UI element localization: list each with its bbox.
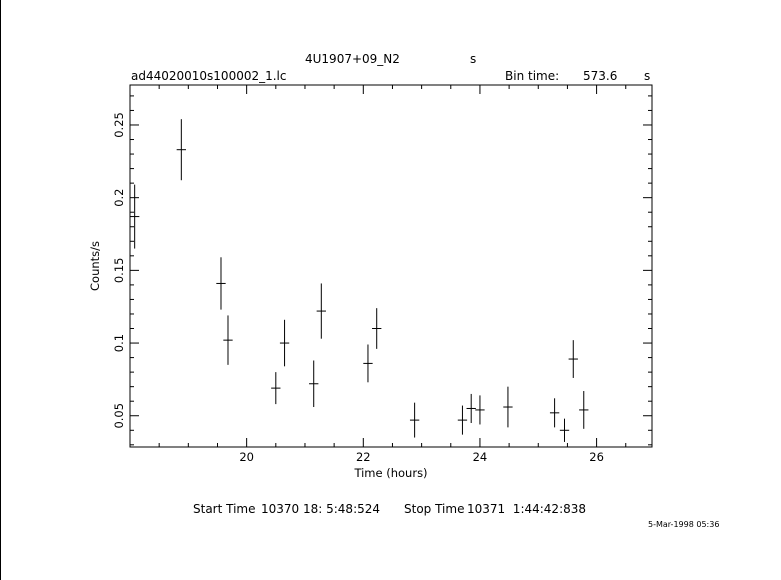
bin-time-value: 573.6 xyxy=(583,69,618,83)
plot-frame xyxy=(129,84,653,448)
data-point xyxy=(475,395,485,425)
y-tick-label: 0.15 xyxy=(112,258,126,284)
data-point xyxy=(223,315,233,365)
data-point xyxy=(409,402,420,438)
data-point xyxy=(559,418,570,442)
data-point xyxy=(271,372,281,405)
data-point xyxy=(130,184,140,249)
data-point xyxy=(466,393,476,424)
data-point xyxy=(568,340,578,378)
start-time-label: Start Time xyxy=(193,502,256,516)
data-point xyxy=(309,360,319,408)
x-tick-label: 26 xyxy=(589,450,604,464)
data-point xyxy=(549,398,560,428)
stop-time-label: Stop Time xyxy=(404,502,465,516)
stop-time-value: 10371 1:44:42:838 xyxy=(467,502,587,516)
start-time-value: 10370 18: 5:48:524 xyxy=(261,502,381,516)
data-point xyxy=(503,386,513,428)
x-tick-label: 20 xyxy=(239,450,254,464)
x-tick-label: 24 xyxy=(473,450,488,464)
y-axis-label: Counts/s xyxy=(88,241,102,291)
data-point xyxy=(216,257,226,310)
data-point xyxy=(363,344,373,383)
x-axis-ticks: 20 22 24 26 xyxy=(129,85,627,464)
filename-label: ad44020010s100002_1.lc xyxy=(131,69,287,83)
data-point xyxy=(457,405,468,435)
y-tick-label: 0.05 xyxy=(112,403,126,429)
x-tick-label: 22 xyxy=(356,450,371,464)
x-axis-label: Time (hours) xyxy=(353,466,427,480)
data-point xyxy=(176,119,186,181)
plot-title: 4U1907+09_N2 xyxy=(305,52,400,66)
bin-time-label: Bin time: xyxy=(505,69,560,83)
data-point xyxy=(579,391,589,429)
y-axis-ticks: 0.05 0.1 0.15 0.2 0.25 xyxy=(112,95,652,446)
data-point xyxy=(372,308,382,349)
data-point xyxy=(316,283,326,339)
date-stamp: 5-Mar-1998 05:36 xyxy=(648,520,720,529)
data-point xyxy=(279,319,290,367)
data-points xyxy=(130,119,589,442)
y-tick-label: 0.2 xyxy=(112,189,126,207)
y-tick-label: 0.25 xyxy=(112,112,126,138)
bin-time-unit: s xyxy=(644,69,651,83)
title-unit: s xyxy=(470,52,477,66)
y-tick-label: 0.1 xyxy=(112,334,126,352)
window-left-border xyxy=(0,0,1,580)
